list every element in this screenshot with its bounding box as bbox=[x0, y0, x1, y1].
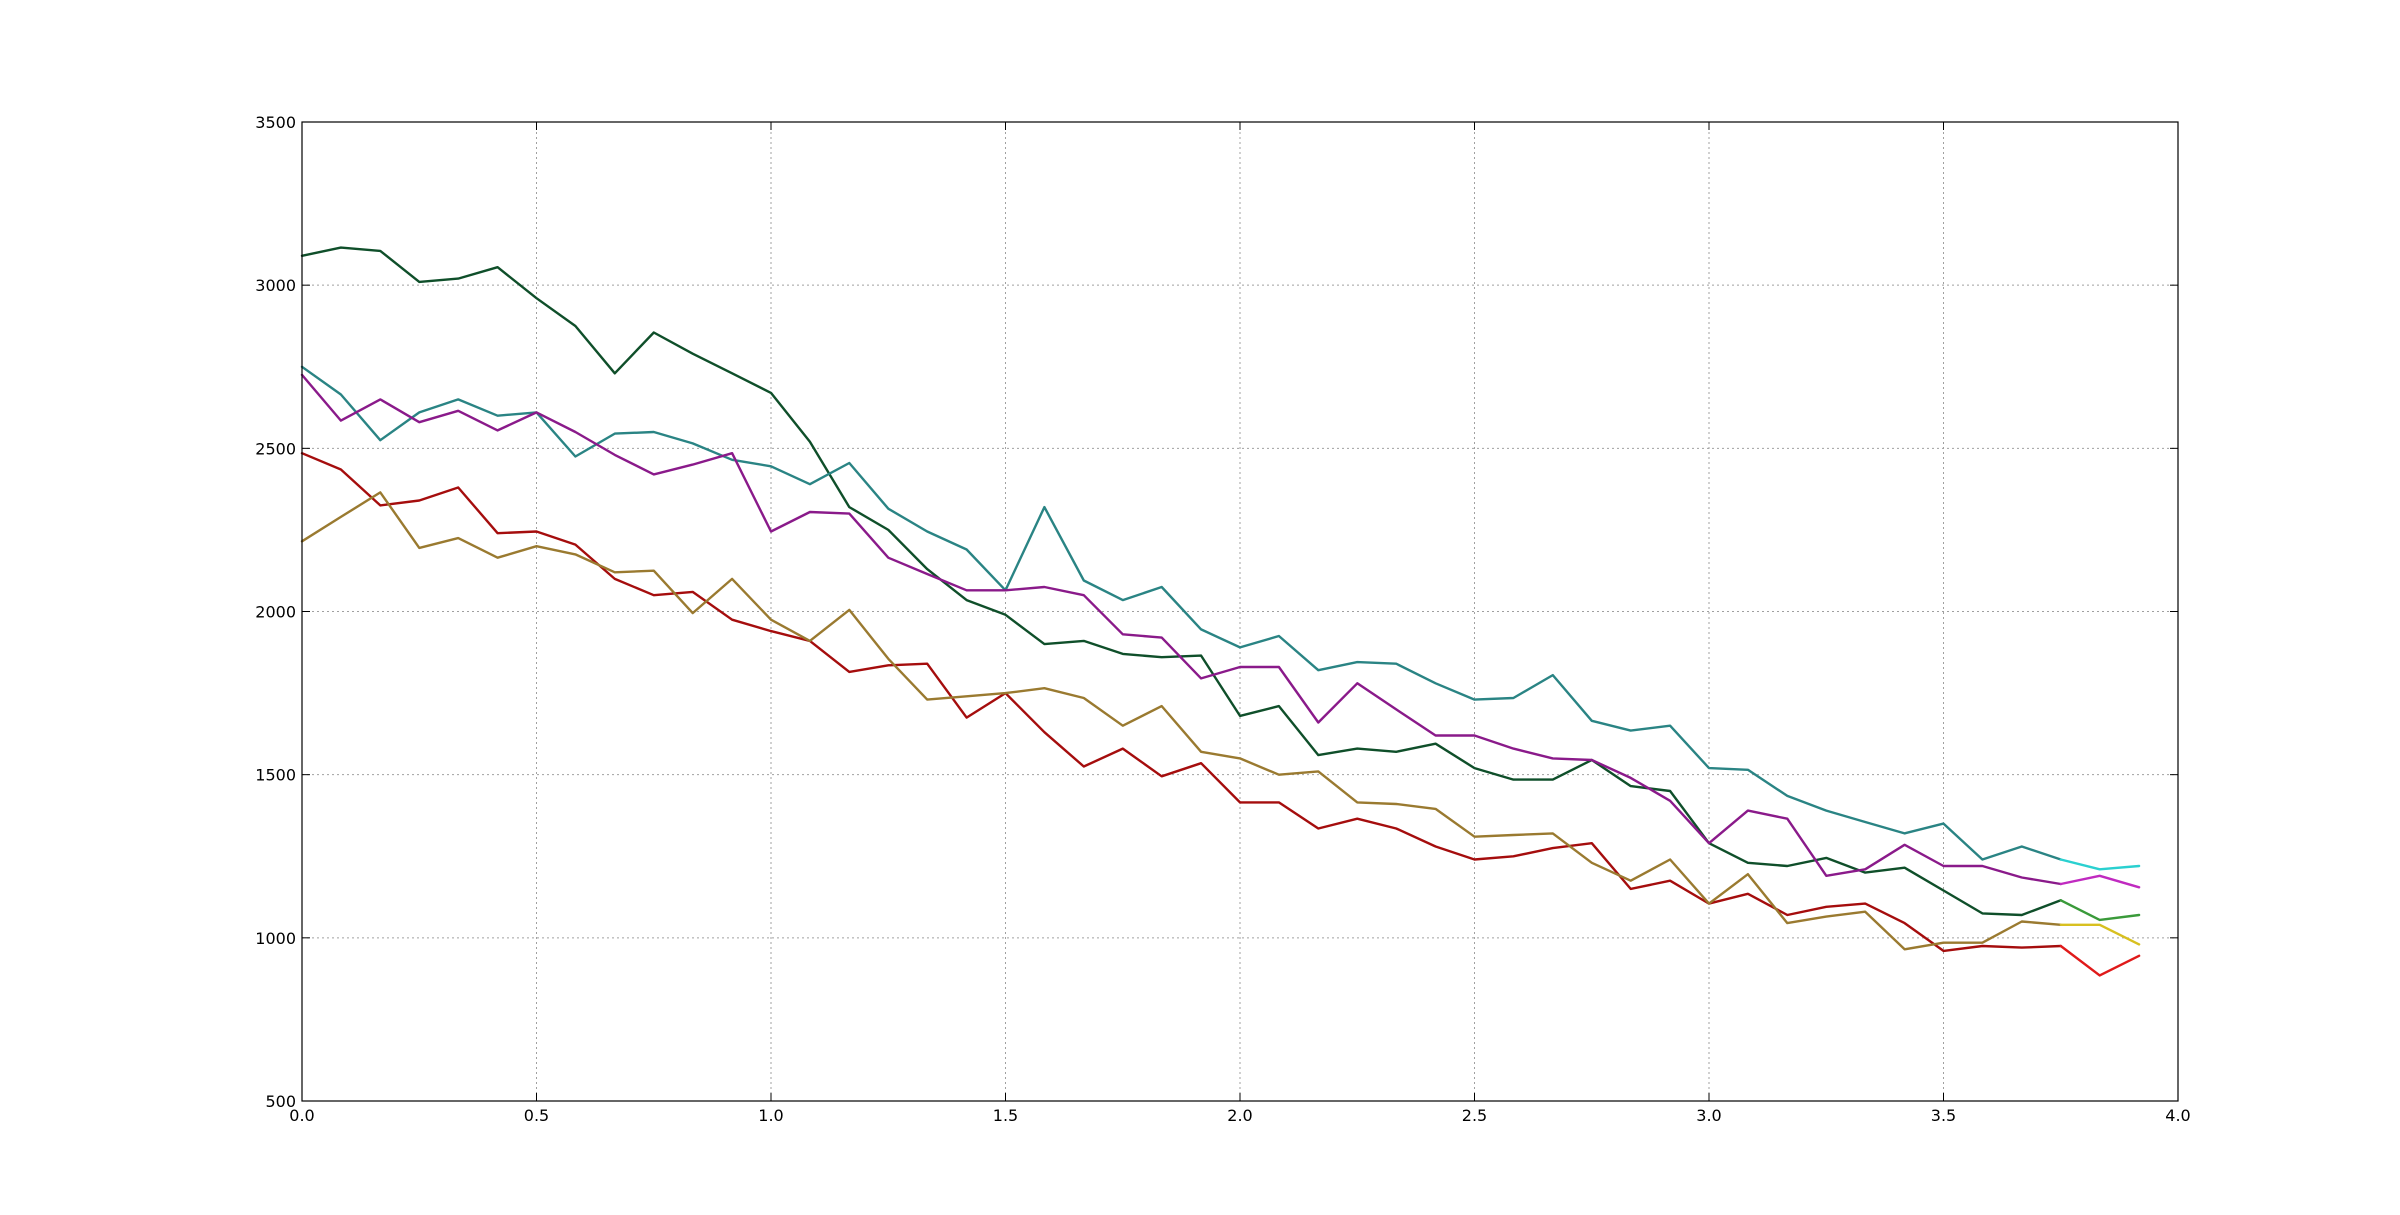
series-line-4 bbox=[300, 452, 2063, 953]
series-line-4-tail bbox=[2059, 944, 2141, 977]
x-tick-label: 0.5 bbox=[524, 1106, 549, 1125]
x-tick-label: 2.0 bbox=[1227, 1106, 1252, 1125]
x-tick-label: 3.0 bbox=[1696, 1106, 1721, 1125]
y-tick-label: 2500 bbox=[255, 439, 296, 458]
grid-lines bbox=[301, 121, 2179, 1102]
series-line-3-tail bbox=[2059, 874, 2141, 889]
series-lines bbox=[300, 246, 2141, 977]
series-line-5 bbox=[300, 491, 2063, 951]
y-tick-label: 3000 bbox=[255, 276, 296, 295]
series-line-2 bbox=[300, 365, 2063, 861]
y-tick-label: 3500 bbox=[255, 113, 296, 132]
series-line-2-tail bbox=[2059, 858, 2141, 871]
x-tick-label: 4.0 bbox=[2165, 1106, 2190, 1125]
x-axis-tick-labels: 0.0 0.5 1.0 1.5 2.0 2.5 3.0 3.5 4.0 bbox=[289, 1106, 2190, 1125]
y-tick-label: 1500 bbox=[255, 766, 296, 785]
series-line-5-tail bbox=[2059, 923, 2141, 946]
y-tick-label: 1000 bbox=[255, 929, 296, 948]
y-axis-tick-labels: 500 1000 1500 2000 2500 3000 3500 bbox=[255, 113, 296, 1111]
x-tick-label: 3.5 bbox=[1931, 1106, 1956, 1125]
series-line-1-tail bbox=[2059, 899, 2141, 922]
series-line-1 bbox=[300, 246, 2063, 917]
axis-ticks bbox=[301, 121, 2179, 1102]
y-tick-label: 500 bbox=[265, 1092, 296, 1111]
x-tick-label: 2.5 bbox=[1462, 1106, 1487, 1125]
y-tick-label: 2000 bbox=[255, 603, 296, 622]
series-line-3 bbox=[300, 373, 2063, 886]
x-tick-label: 1.5 bbox=[993, 1106, 1018, 1125]
x-tick-label: 1.0 bbox=[758, 1106, 783, 1125]
x-tick-label: 0.0 bbox=[289, 1106, 314, 1125]
